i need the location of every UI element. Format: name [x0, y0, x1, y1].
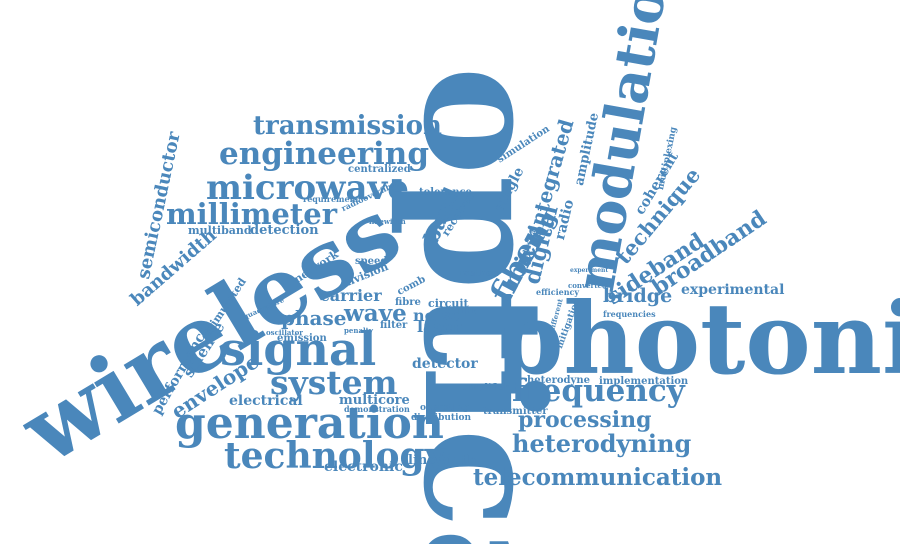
- word-wave: wave: [344, 300, 407, 327]
- word-telecommunication: telecommunication: [473, 464, 723, 491]
- word-technology: technology: [224, 435, 446, 477]
- word-transmitter: transmitter: [483, 406, 548, 417]
- word-method: method: [460, 269, 499, 279]
- word-centralized: centralized: [348, 164, 411, 175]
- word-demonstration: demonstration: [344, 404, 410, 414]
- word-distribution: distribution: [411, 413, 472, 423]
- word-electronic: electronic: [324, 459, 403, 475]
- word-millimeter: millimeter: [166, 197, 338, 231]
- word-multicore: multicore: [339, 393, 410, 408]
- word-heterodyning: heterodyning: [512, 429, 692, 458]
- word-transmission: transmission: [253, 111, 442, 141]
- word-frequencies: frequencies: [603, 309, 656, 319]
- word-converted: converted: [568, 281, 607, 290]
- word-bridge: bridge: [603, 285, 673, 307]
- word-oscillator: oscillator: [266, 328, 303, 337]
- word-signal: signal: [220, 322, 377, 376]
- word-phase: phase: [281, 306, 347, 330]
- word-frequency: frequency: [512, 373, 685, 409]
- word-circuit: circuit: [428, 297, 469, 310]
- word-noise: noise: [413, 306, 461, 325]
- word-efficiency: efficiency: [536, 287, 580, 297]
- word-multiband: multiband: [188, 224, 252, 237]
- word-implementation: implementation: [599, 376, 689, 387]
- word-detector: detector: [412, 356, 478, 372]
- word-linewidth: linewidth: [408, 453, 477, 468]
- word-requirement: requirement: [303, 194, 360, 204]
- word-carrier: carrier: [320, 286, 382, 305]
- word-experiment: experiment: [570, 267, 609, 274]
- word-detection: detection: [250, 223, 319, 238]
- word-amplifier: amplifier: [463, 383, 509, 393]
- word-penalty: penalty: [344, 326, 373, 335]
- word-heterodyne: heterodyne: [527, 375, 590, 386]
- word-link: link: [458, 307, 478, 317]
- word-processing: processing: [518, 407, 652, 433]
- word-tolerance: tolerance: [419, 187, 472, 198]
- word-experimental: experimental: [681, 282, 785, 298]
- word-system: system: [270, 363, 398, 402]
- word-microwave: microwave: [206, 168, 409, 208]
- word-engineering: engineering: [219, 136, 430, 172]
- word-laser: laser: [417, 317, 462, 336]
- word-filter: filter: [380, 320, 408, 331]
- word-photonic: photonic: [495, 282, 900, 397]
- word-operating: operating: [420, 403, 470, 413]
- word-emission: emission: [277, 333, 327, 344]
- word-generation: generation: [175, 398, 444, 449]
- word-electrical: electrical: [229, 393, 303, 409]
- word-fibre: fibre: [395, 297, 421, 308]
- word-speed: speed: [355, 256, 388, 267]
- word-linewidth-small: linewidth: [369, 217, 406, 226]
